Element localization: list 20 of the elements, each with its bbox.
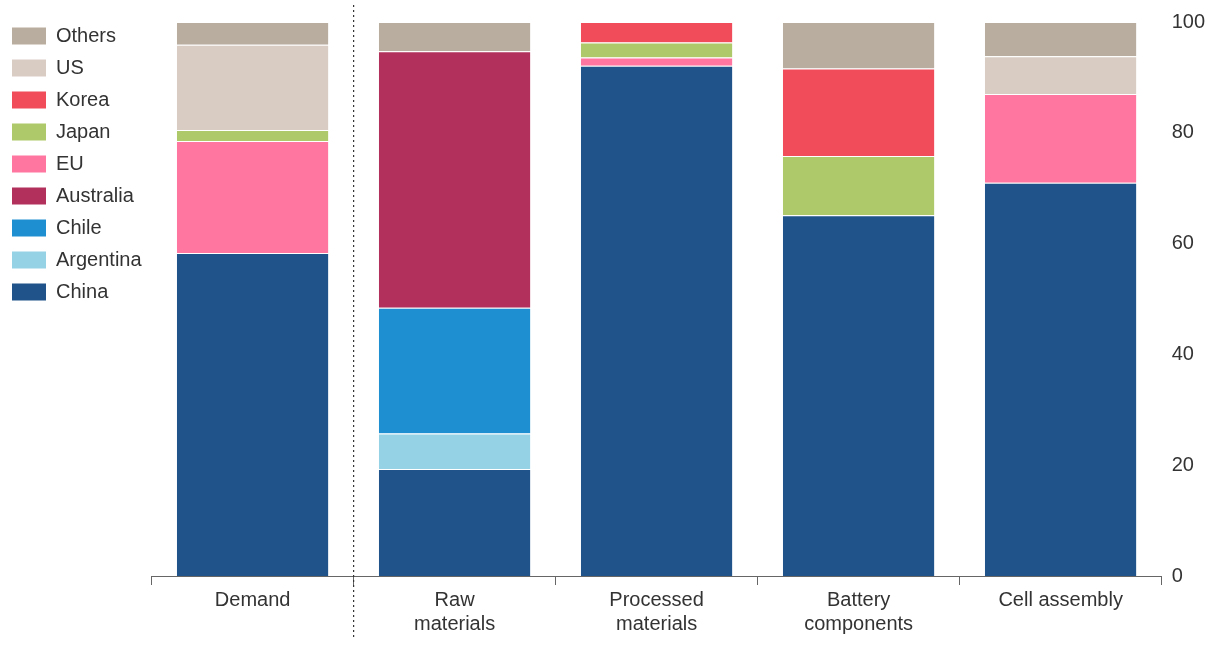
legend-label: China — [56, 279, 110, 302]
y-tick-label: 40 — [1171, 341, 1194, 364]
y-tick-label: 20 — [1171, 452, 1194, 475]
x-tick-label: Demand — [214, 587, 291, 610]
legend-label: EU — [56, 151, 84, 174]
legend-label: Australia — [56, 183, 135, 206]
x-tick-label: Battery components — [804, 587, 914, 634]
x-tick-label: Raw materials — [414, 587, 496, 634]
legend-label: Chile — [56, 215, 102, 238]
legend-label: Argentina — [56, 247, 143, 270]
legend-label: Others — [56, 23, 117, 46]
y-tick-label: 0 — [1171, 563, 1183, 586]
legend-label: Japan — [56, 119, 111, 142]
x-tick-label: Processed materials — [609, 587, 704, 634]
legend-label: Korea — [56, 87, 111, 110]
y-tick-label: 80 — [1171, 120, 1194, 143]
x-tick-label: Cell assembly — [998, 587, 1123, 610]
y-tick-label: 100 — [1171, 9, 1206, 32]
legend-label: US — [56, 55, 84, 78]
y-tick-label: 60 — [1171, 231, 1194, 254]
